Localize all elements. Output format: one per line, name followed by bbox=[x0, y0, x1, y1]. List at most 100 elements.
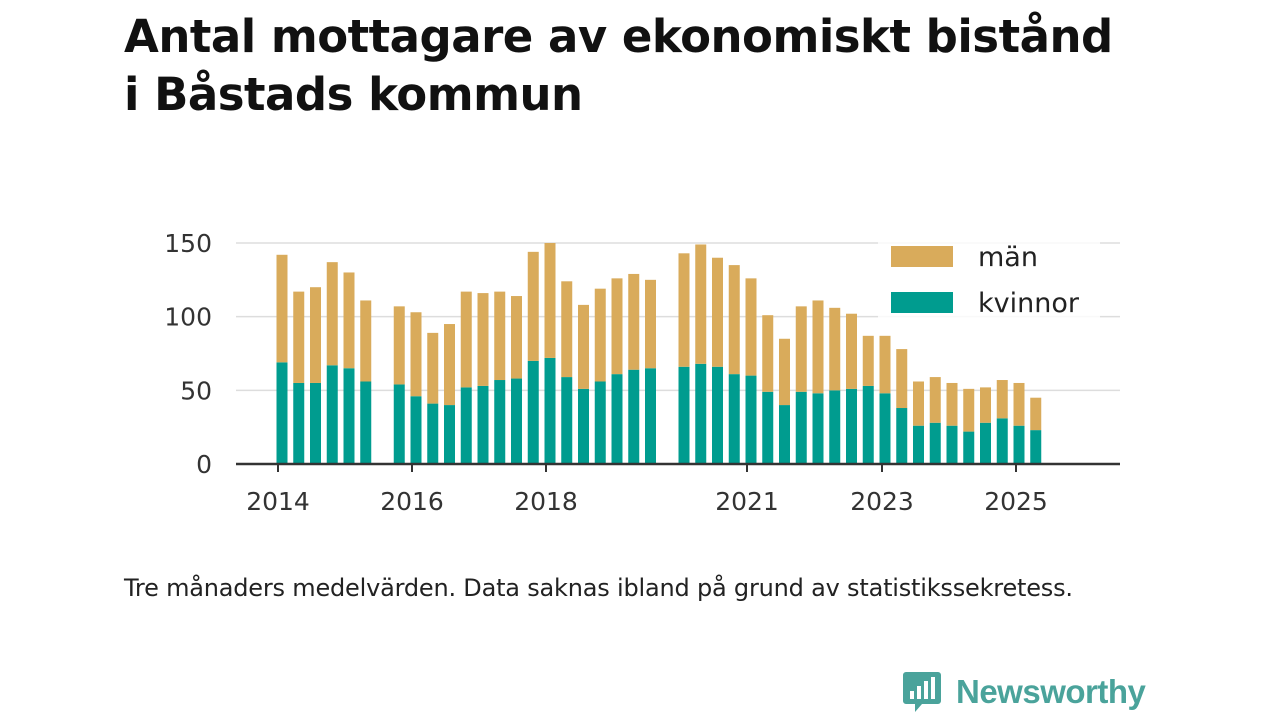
bar-man bbox=[578, 304, 589, 389]
bar-man bbox=[611, 278, 623, 375]
chart-title-line-2: i Båstads kommun bbox=[124, 68, 583, 121]
bar-kvinnor bbox=[293, 382, 305, 464]
y-tick-label: 150 bbox=[164, 229, 212, 258]
bar-man bbox=[393, 306, 405, 385]
bar-kvinnor bbox=[879, 393, 891, 464]
bar-man bbox=[444, 324, 455, 406]
bar-kvinnor bbox=[812, 393, 824, 464]
bar-kvinnor bbox=[695, 363, 707, 464]
bar-kvinnor bbox=[427, 403, 439, 464]
bar-kvinnor bbox=[929, 422, 941, 464]
bar-man bbox=[1013, 382, 1025, 426]
x-tick-label: 2016 bbox=[380, 487, 444, 516]
legend-kvinnor-swatch bbox=[891, 292, 953, 313]
y-tick-label: 100 bbox=[164, 303, 212, 332]
x-tick-label: 2021 bbox=[715, 487, 779, 516]
bar-man bbox=[728, 265, 740, 375]
bar-man bbox=[963, 388, 975, 432]
bar-kvinnor bbox=[527, 360, 539, 464]
bar-man bbox=[494, 291, 506, 381]
bar-kvinnor bbox=[645, 368, 656, 464]
bar-kvinnor bbox=[460, 387, 472, 464]
bar-kvinnor bbox=[1013, 425, 1025, 464]
bar-man bbox=[477, 293, 489, 386]
bar-kvinnor bbox=[611, 374, 623, 464]
bar-man bbox=[812, 300, 824, 394]
bar-man bbox=[779, 338, 790, 406]
bar-man bbox=[410, 312, 422, 397]
bar-kvinnor bbox=[779, 405, 790, 464]
bar-kvinnor bbox=[946, 425, 958, 464]
bar-man bbox=[360, 300, 372, 382]
bar-kvinnor bbox=[963, 431, 975, 464]
bar-kvinnor bbox=[678, 366, 690, 464]
bar-man bbox=[980, 387, 991, 423]
bar-chart: 0 50 100 150 2014 2016 2018 2021 2023 2025 män kvin… bbox=[164, 229, 1120, 516]
bar-man bbox=[712, 257, 723, 367]
bar-man bbox=[427, 332, 439, 404]
bar-man bbox=[544, 243, 556, 358]
bar-man bbox=[326, 262, 338, 366]
bar-man bbox=[896, 349, 908, 409]
legend-kvinnor-label: kvinnor bbox=[978, 288, 1080, 319]
bar-man bbox=[1030, 397, 1042, 431]
bar-man bbox=[561, 281, 573, 378]
bar-man bbox=[628, 273, 640, 370]
chart-title-line-1: Antal mottagare av ekonomiskt bistånd bbox=[124, 10, 1113, 63]
bar-kvinnor bbox=[795, 391, 807, 464]
bar-kvinnor bbox=[862, 385, 874, 464]
bar-man bbox=[511, 296, 522, 379]
y-tick-label: 0 bbox=[196, 450, 212, 479]
y-tick-label: 50 bbox=[180, 376, 212, 405]
bar-man bbox=[996, 380, 1008, 419]
bar-kvinnor bbox=[846, 388, 857, 464]
bar-kvinnor bbox=[594, 381, 606, 464]
brand-name: Newsworthy bbox=[956, 673, 1146, 710]
bar-man bbox=[310, 287, 321, 383]
bar-kvinnor bbox=[326, 365, 338, 464]
bar-kvinnor bbox=[896, 408, 908, 464]
bar-man bbox=[745, 278, 757, 376]
bar-kvinnor bbox=[511, 378, 522, 464]
chart-caption: Tre månaders medelvärden. Data saknas ib… bbox=[124, 574, 1073, 602]
bar-kvinnor bbox=[913, 425, 924, 464]
bar-kvinnor bbox=[393, 384, 405, 464]
bar-kvinnor bbox=[745, 375, 757, 464]
bar-kvinnor bbox=[561, 377, 573, 464]
legend-man-swatch bbox=[891, 246, 953, 267]
bar-kvinnor bbox=[477, 385, 489, 464]
bar-kvinnor bbox=[444, 405, 455, 464]
brand-logo[interactable]: Newsworthy bbox=[902, 670, 1146, 714]
x-tick-label: 2023 bbox=[850, 487, 914, 516]
bar-kvinnor bbox=[712, 366, 723, 464]
x-tick-label: 2014 bbox=[246, 487, 310, 516]
bar-man bbox=[879, 335, 891, 394]
bar-kvinnor bbox=[829, 390, 841, 464]
bar-man bbox=[795, 306, 807, 392]
bar-kvinnor bbox=[996, 418, 1008, 464]
bar-man bbox=[762, 315, 774, 392]
bar-man bbox=[846, 313, 857, 389]
bar-kvinnor bbox=[544, 357, 556, 464]
bar-man bbox=[695, 244, 707, 364]
bar-kvinnor bbox=[762, 391, 774, 464]
bar-man bbox=[678, 253, 690, 367]
bar-man bbox=[829, 307, 841, 391]
bar-kvinnor bbox=[728, 374, 740, 464]
bar-man bbox=[276, 254, 288, 363]
bar-kvinnor bbox=[343, 368, 355, 464]
bar-man bbox=[946, 382, 958, 426]
bar-kvinnor bbox=[1030, 430, 1042, 464]
bar-kvinnor bbox=[980, 422, 991, 464]
bar-man bbox=[862, 335, 874, 386]
chart-title: Antal mottagare av ekonomiskt bistånd i … bbox=[124, 8, 1204, 124]
bar-man bbox=[343, 272, 355, 369]
bar-kvinnor bbox=[276, 362, 288, 464]
bar-man bbox=[594, 288, 606, 382]
x-tick-label: 2018 bbox=[514, 487, 578, 516]
bar-kvinnor bbox=[578, 388, 589, 464]
bar-man bbox=[293, 291, 305, 383]
bar-man bbox=[645, 279, 656, 369]
bar-man bbox=[929, 377, 941, 423]
bar-man bbox=[527, 251, 539, 361]
